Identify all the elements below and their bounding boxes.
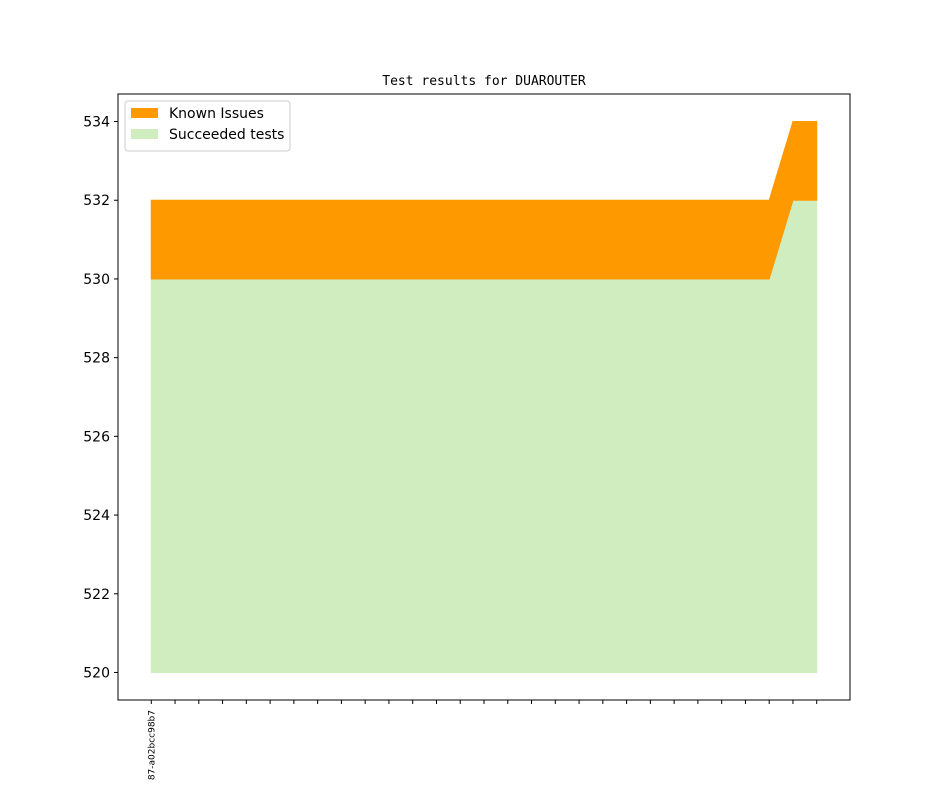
legend-label: Succeeded tests (169, 127, 284, 143)
legend-box (124, 100, 291, 152)
legend: Known Issues Succeeded tests (124, 100, 291, 152)
y-tick-label: 522 (83, 587, 110, 603)
y-tick-label: 520 (83, 665, 110, 681)
y-tick-label: 532 (83, 193, 110, 209)
y-tick-label: 534 (83, 115, 110, 131)
legend-label: Known Issues (169, 106, 264, 122)
area (150, 121, 818, 280)
x-tick-label: 87-a02bcc98b7 (147, 710, 157, 780)
y-tick-label: 530 (83, 272, 110, 288)
y-tick-label: 524 (83, 508, 110, 524)
legend-swatch (131, 129, 158, 139)
chart-title: Test results for DUAROUTER (382, 74, 586, 89)
y-tick-label: 526 (83, 429, 110, 445)
y-tick-label: 528 (83, 351, 110, 367)
legend-swatch (131, 108, 158, 118)
